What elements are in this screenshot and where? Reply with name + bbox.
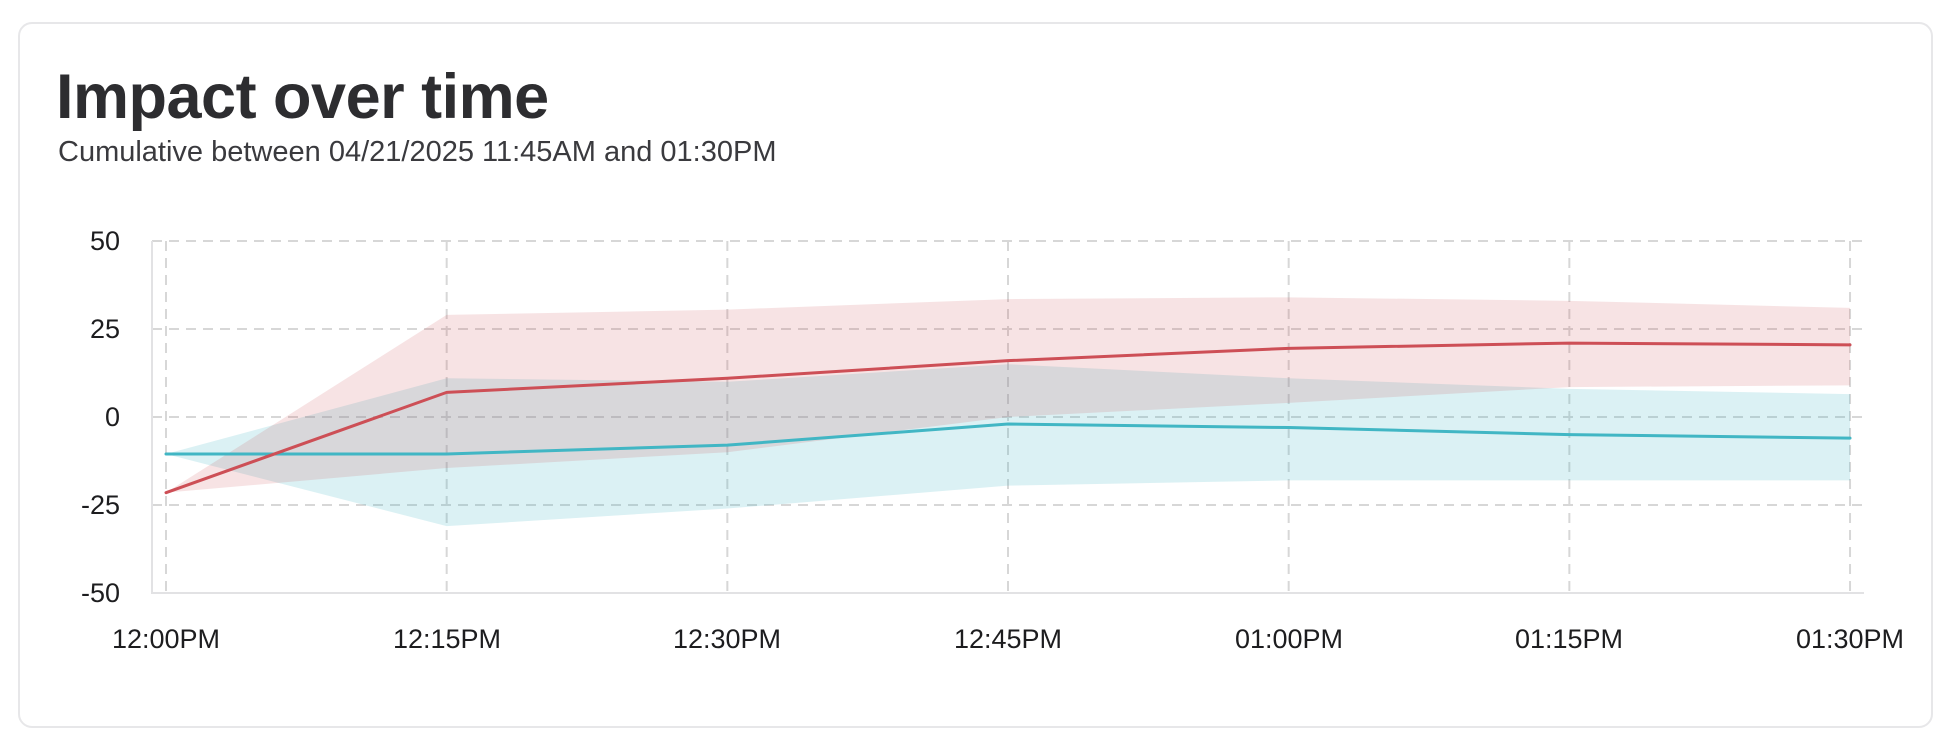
x-tick-label: 12:15PM: [393, 624, 501, 654]
x-tick-label: 01:30PM: [1796, 624, 1904, 654]
x-tick-label: 12:30PM: [673, 624, 781, 654]
impact-over-time-card: Impact over time Cumulative between 04/2…: [18, 22, 1933, 728]
axis-frame: [151, 241, 1864, 594]
vertical-gridlines: [165, 241, 1852, 593]
page-title: Impact over time: [56, 62, 549, 132]
x-tick-label: 01:15PM: [1515, 624, 1623, 654]
teal-series-line: [164, 422, 1852, 456]
x-tick-label: 12:45PM: [954, 624, 1062, 654]
red-series-line: [164, 341, 1852, 495]
impact-line-chart: 50 25 0 -25 -50 12:00PM 12:15PM 12:30PM …: [81, 226, 1904, 654]
x-axis: 12:00PM 12:15PM 12:30PM 12:45PM 01:00PM …: [112, 624, 1904, 654]
x-tick-label: 01:00PM: [1235, 624, 1343, 654]
y-tick-label: -50: [81, 578, 120, 608]
y-tick-label: 50: [90, 226, 120, 256]
y-tick-label: 25: [90, 314, 120, 344]
y-tick-label: -25: [81, 490, 120, 520]
teal-confidence-band: [166, 364, 1851, 527]
y-tick-label: 0: [105, 402, 120, 432]
x-tick-label: 12:00PM: [112, 624, 220, 654]
chart-subtitle: Cumulative between 04/21/2025 11:45AM an…: [58, 136, 777, 168]
y-axis: 50 25 0 -25 -50: [81, 226, 120, 608]
